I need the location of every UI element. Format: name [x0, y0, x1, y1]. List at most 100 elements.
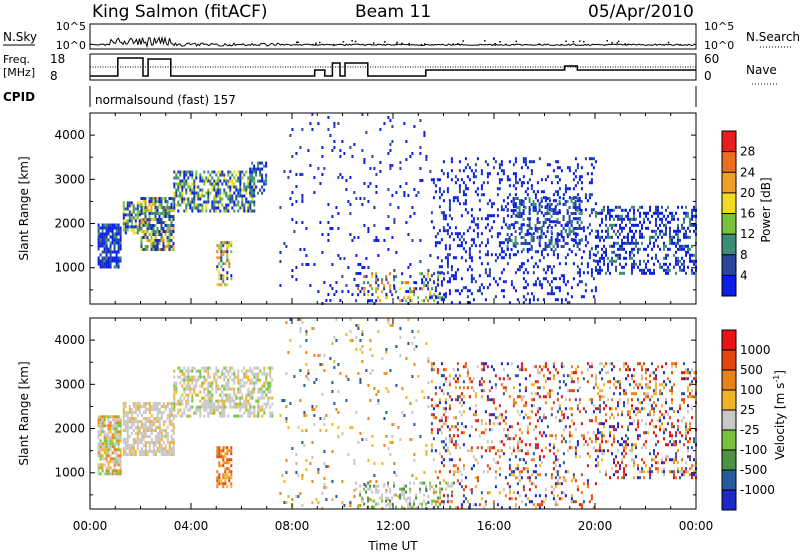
range-cell — [105, 256, 108, 260]
range-cell — [522, 286, 525, 290]
range-cell — [103, 442, 106, 446]
range-cell — [436, 431, 439, 435]
range-cell — [556, 233, 559, 236]
nsearch-label: N.Search — [746, 30, 800, 44]
range-cell — [389, 490, 392, 494]
range-cell — [170, 441, 173, 444]
range-cell — [216, 476, 219, 480]
range-cell — [177, 408, 180, 412]
range-cell — [245, 381, 248, 385]
range-cell — [115, 235, 118, 239]
range-cell — [201, 206, 204, 210]
range-cell — [427, 275, 430, 279]
range-cell — [665, 271, 667, 275]
range-cell — [558, 209, 561, 212]
range-cell — [490, 226, 493, 230]
range-cell — [389, 284, 392, 288]
range-cell — [691, 214, 693, 218]
range-cell — [239, 191, 242, 195]
range-cell — [379, 170, 382, 173]
range-cell — [359, 339, 362, 342]
range-cell — [480, 497, 483, 501]
range-cell — [407, 502, 410, 506]
range-cell — [297, 318, 300, 321]
range-cell — [154, 239, 157, 242]
range-cell — [558, 178, 561, 182]
range-cell — [233, 191, 236, 195]
range-cell — [393, 481, 396, 485]
range-cell — [530, 248, 533, 251]
range-cell — [365, 131, 368, 134]
range-cell — [122, 447, 125, 450]
range-cell — [502, 172, 505, 176]
range-cell — [158, 411, 161, 414]
range-cell — [655, 217, 657, 221]
range-cell — [403, 296, 406, 300]
range-cell — [548, 392, 551, 396]
range-cell — [142, 230, 145, 233]
range-cell — [516, 206, 519, 209]
range-cell — [150, 239, 153, 242]
range-cell — [369, 284, 372, 288]
range-cell — [261, 405, 264, 409]
range-cell — [183, 408, 186, 412]
range-cell — [464, 250, 467, 254]
range-cell — [285, 501, 288, 504]
range-cell — [619, 271, 621, 275]
range-cell — [528, 227, 531, 230]
range-cell — [389, 287, 392, 291]
range-cell — [502, 268, 505, 272]
range-cell — [168, 209, 171, 212]
range-cell — [590, 163, 593, 167]
range-cell — [233, 170, 236, 174]
range-cell — [548, 245, 551, 248]
range-cell — [225, 399, 228, 403]
range-cell — [172, 218, 175, 221]
range-cell — [193, 188, 196, 192]
range-cell — [160, 429, 163, 432]
range-cell — [520, 440, 523, 444]
nave-label: Nave — [746, 63, 777, 77]
range-cell — [154, 426, 157, 429]
range-cell — [454, 232, 457, 236]
range-cell — [263, 411, 266, 415]
range-cell — [520, 362, 523, 366]
range-cell — [633, 211, 635, 215]
range-cell — [138, 426, 141, 429]
range-cell — [528, 224, 531, 227]
range-cell — [425, 342, 428, 345]
range-cell — [150, 441, 153, 444]
range-cell — [187, 369, 190, 373]
range-cell — [510, 473, 513, 477]
range-cell — [427, 281, 430, 285]
range-cell — [144, 248, 147, 251]
range-cell — [221, 372, 224, 376]
range-cell — [663, 232, 665, 236]
range-cell — [259, 167, 262, 171]
range-cell — [669, 268, 671, 272]
range-cell — [142, 233, 145, 236]
range-cell — [130, 213, 133, 217]
range-cell — [218, 274, 221, 278]
range-cell — [115, 418, 118, 422]
range-cell — [556, 503, 559, 507]
range-cell — [201, 366, 204, 370]
range-cell — [524, 286, 527, 290]
range-cell — [181, 197, 184, 201]
range-cell — [99, 424, 102, 428]
range-cell — [480, 431, 483, 435]
range-cell — [468, 289, 471, 293]
range-cell — [140, 245, 143, 248]
range-cell — [540, 236, 543, 239]
range-cell — [677, 232, 679, 236]
range-cell — [323, 483, 326, 486]
range-cell — [201, 402, 204, 406]
range-cell — [524, 467, 527, 471]
range-cell — [427, 495, 430, 498]
range-cell — [219, 188, 222, 192]
range-cell — [261, 179, 264, 183]
range-cell — [639, 268, 641, 272]
range-cell — [257, 396, 260, 400]
range-cell — [235, 197, 238, 201]
range-cell — [550, 239, 553, 242]
